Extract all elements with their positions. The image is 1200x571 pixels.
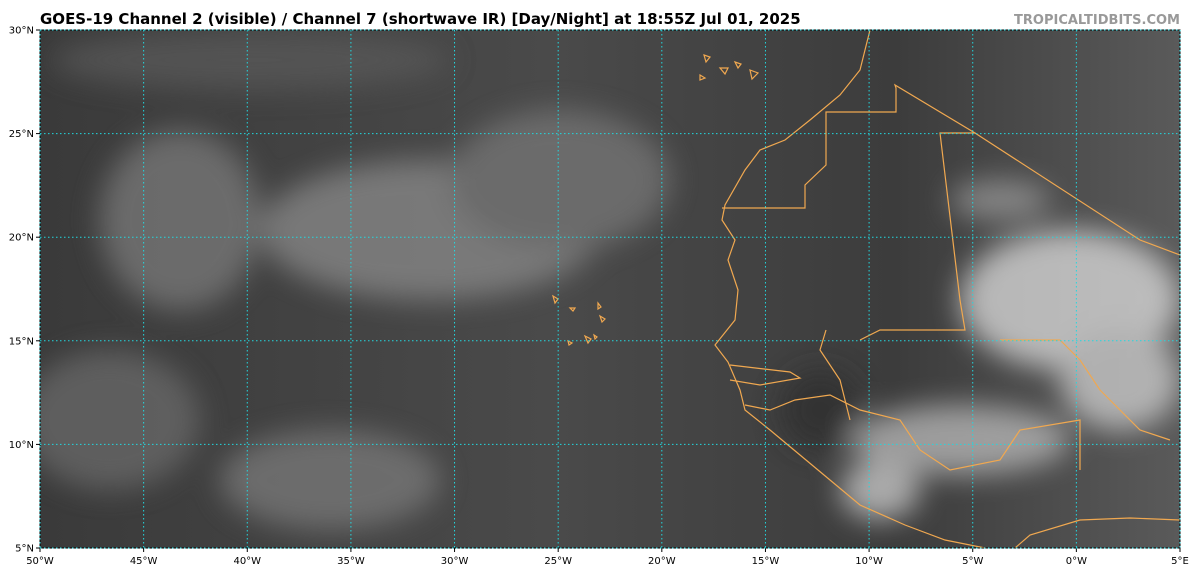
coastlines [552, 30, 1180, 548]
x-tick-label: 40°W [233, 556, 261, 567]
y-tick-label: 30°N [9, 26, 34, 37]
x-tick-label: 50°W [26, 556, 54, 567]
y-tick-label: 15°N [9, 336, 34, 347]
y-tick-label: 25°N [9, 129, 34, 140]
x-tick-label: 45°W [130, 556, 158, 567]
y-tick-label: 10°N [9, 440, 34, 451]
y-tick-label: 5°N [15, 544, 34, 555]
x-tick-label: 5°W [962, 556, 983, 567]
title: GOES-19 Channel 2 (visible) / Channel 7 … [40, 10, 801, 28]
credit: TROPICALTIDBITS.COM [1014, 13, 1180, 28]
x-tick-label: 30°W [441, 556, 469, 567]
x-tick-label: 0°W [1066, 556, 1087, 567]
x-tick-label: 25°W [544, 556, 572, 567]
x-tick-label: 5°E [1171, 556, 1189, 567]
x-tick-label: 20°W [648, 556, 676, 567]
y-tick-label: 20°N [9, 233, 34, 244]
satellite-image [40, 30, 1180, 548]
map-frame [39, 29, 1181, 549]
x-tick-label: 10°W [855, 556, 883, 567]
x-tick-label: 35°W [337, 556, 365, 567]
x-tick-label: 15°W [752, 556, 780, 567]
